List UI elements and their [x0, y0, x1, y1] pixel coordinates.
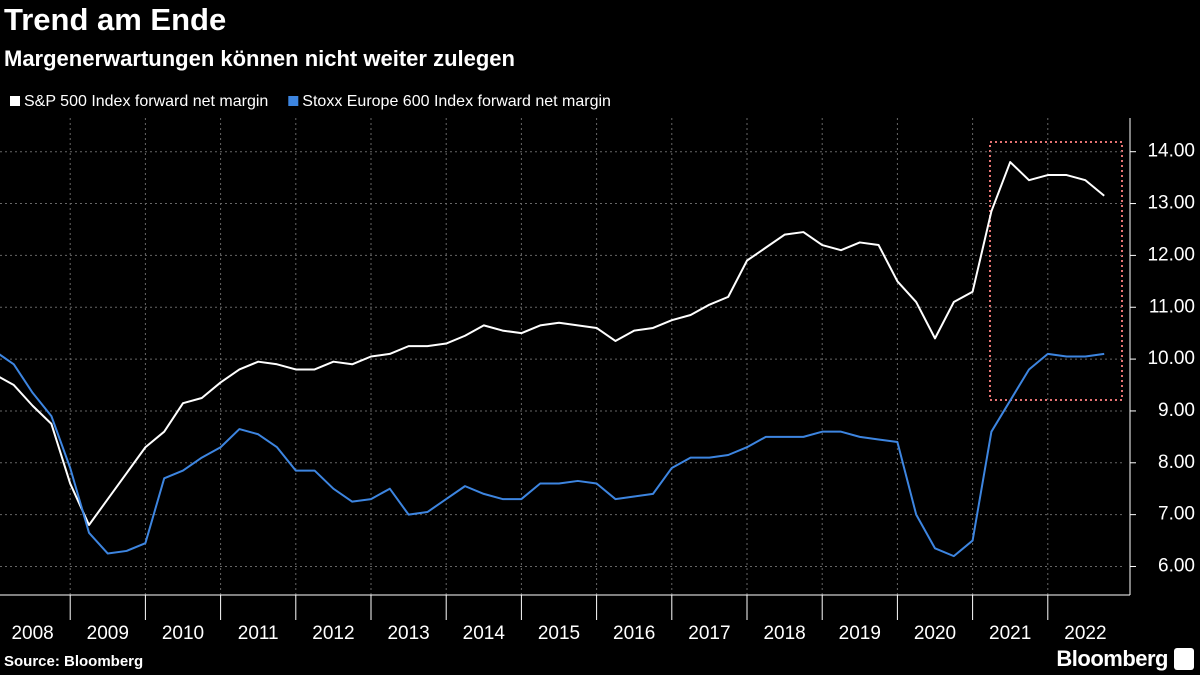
- x-tick-label: 2014: [463, 623, 506, 644]
- y-tick-label: 12.00: [1147, 244, 1195, 265]
- legend: S&P 500 Index forward net margin Stoxx Eu…: [10, 93, 611, 110]
- x-tick-label: 2016: [613, 623, 655, 644]
- y-tick-label: 10.00: [1147, 348, 1195, 369]
- y-tick-label: 11.00: [1149, 296, 1195, 317]
- y-tick-label: 6.00: [1158, 555, 1195, 576]
- chart-subtitle: Margenerwartungen können nicht weiter zu…: [4, 46, 515, 71]
- x-tick-label: 2011: [238, 623, 279, 644]
- y-tick-label: 13.00: [1147, 193, 1195, 214]
- x-tick-label: 2013: [387, 623, 429, 644]
- y-tick-label: 7.00: [1158, 504, 1195, 525]
- x-tick-label: 2017: [688, 623, 730, 644]
- series-line: [0, 352, 1105, 558]
- logo: Bloomberg: [1056, 646, 1168, 671]
- x-tick-label: 2010: [162, 623, 204, 644]
- series-line: [0, 161, 1105, 527]
- legend-swatch: [10, 96, 20, 106]
- y-tick-label: 8.00: [1158, 452, 1195, 473]
- y-tick-label: 14.00: [1147, 141, 1195, 162]
- x-tick-label: 2018: [763, 623, 805, 644]
- chart-title: Trend am Ende: [4, 2, 226, 37]
- legend-swatch: [288, 96, 299, 106]
- x-tick-label: 2022: [1064, 623, 1106, 644]
- logo-icon: [1174, 648, 1194, 670]
- x-tick-label: 2019: [839, 623, 881, 644]
- x-tick-label: 2012: [312, 623, 354, 644]
- y-tick-label: 9.00: [1158, 400, 1195, 421]
- x-tick-label: 2008: [11, 623, 53, 644]
- source: Source: Bloomberg: [4, 653, 143, 670]
- legend-label: S&P 500 Index forward net margin: [24, 93, 268, 110]
- highlight-box: [989, 141, 1123, 401]
- legend-label: Stoxx Europe 600 Index forward net margi…: [302, 93, 611, 110]
- x-tick-label: 2021: [989, 623, 1031, 644]
- x-tick-label: 2009: [87, 623, 129, 644]
- x-tick-label: 2015: [538, 623, 580, 644]
- x-tick-label: 2020: [914, 623, 956, 644]
